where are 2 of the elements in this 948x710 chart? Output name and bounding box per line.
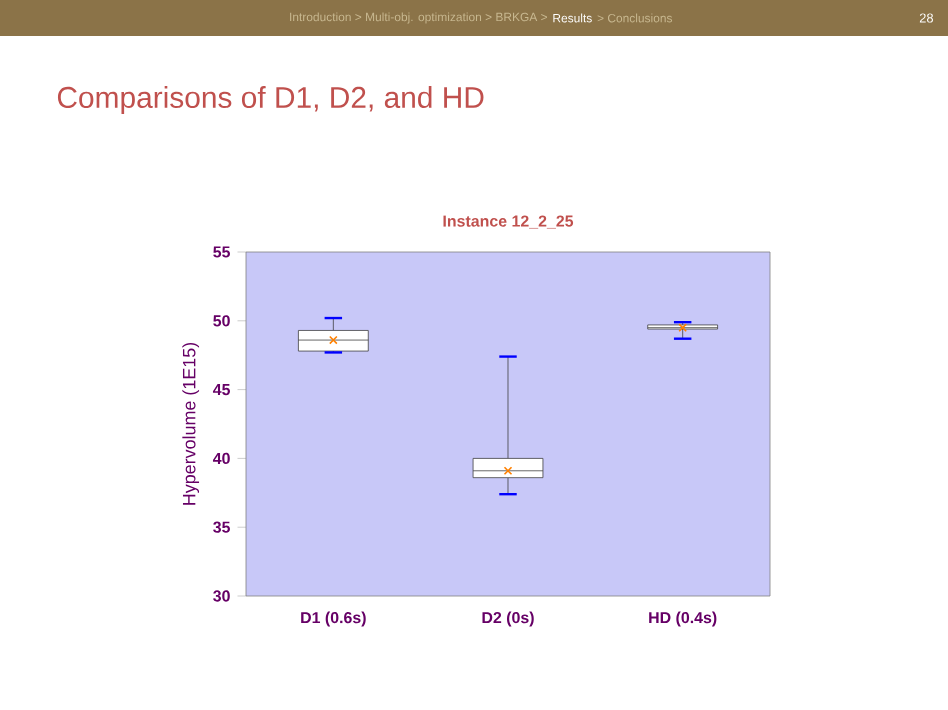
chart-title: Comparisons of D1, D2, and HD <box>57 86 484 114</box>
y-axis-title: Hypervolume (1E15) <box>182 342 200 505</box>
